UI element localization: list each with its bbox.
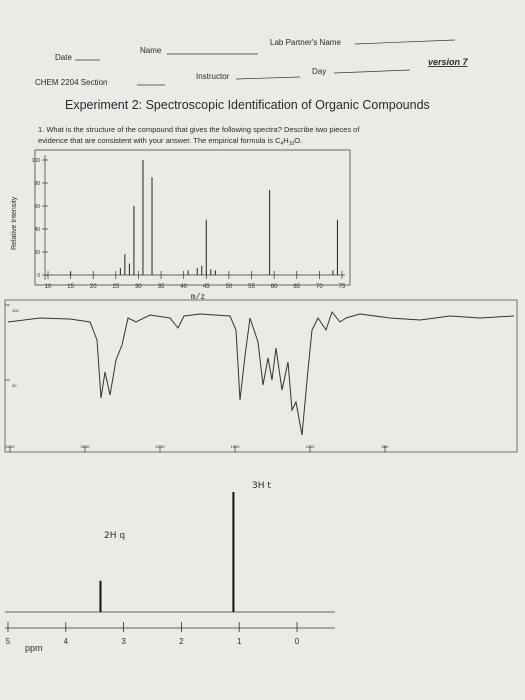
underline xyxy=(333,69,411,74)
section-label: CHEM 2204 Section xyxy=(35,78,107,87)
x-tick-label: 55 xyxy=(248,284,255,290)
date-label: Date xyxy=(55,53,72,62)
x-tick-label: 3000 xyxy=(81,444,91,449)
ms-y-label: Relative Intensity xyxy=(11,196,18,250)
x-tick-label: 75 xyxy=(339,284,346,290)
formula-subscript: 4 xyxy=(280,141,283,147)
day-label: Day xyxy=(312,67,326,76)
nmr-marks: 5 4 3 2 1 0 2H q 3H t xyxy=(6,481,300,646)
question-text: evidence that are consistent with your a… xyxy=(38,136,275,145)
x-tick-label: 1 xyxy=(237,637,242,646)
ms-x-label: m/z xyxy=(191,293,206,302)
y-tick-label: 20 xyxy=(34,250,40,256)
formula: C xyxy=(275,136,281,145)
formula: O. xyxy=(294,136,302,145)
x-tick-label: 10 xyxy=(45,284,52,290)
y-tick-label: 80 xyxy=(34,181,40,187)
x-tick-label: 2 xyxy=(179,637,184,646)
x-tick-label: 45 xyxy=(203,284,210,290)
y-tick-label: 100 xyxy=(32,158,41,164)
ir-curve xyxy=(7,310,515,436)
x-tick-label: 20 xyxy=(90,284,97,290)
underline xyxy=(354,39,456,45)
x-tick-label: 3 xyxy=(121,637,126,646)
instructor-label: Instructor xyxy=(196,72,230,81)
y-tick-label: 0 xyxy=(37,273,40,279)
y-tick-label: 50 xyxy=(12,383,17,388)
ir-frame xyxy=(4,299,518,453)
version-label: version 7 xyxy=(428,57,469,67)
partner-label: Lab Partner's Name xyxy=(270,38,341,47)
y-tick-label: 100 xyxy=(12,308,19,313)
x-tick-label: 2000 xyxy=(156,444,166,449)
x-tick-label: 1000 xyxy=(306,444,316,449)
title: Experiment 2: Spectroscopic Identificati… xyxy=(65,98,430,112)
x-tick-label: 0 xyxy=(295,637,300,646)
x-tick-label: 40 xyxy=(180,284,187,290)
question-line: 1. What is the structure of the compound… xyxy=(38,125,360,134)
ms-marks: 0 20 40 60 80 100 10 15 20 25 30 35 40 45 50 55 60 65 70 75 xyxy=(32,158,346,290)
underline xyxy=(235,76,301,80)
x-tick-label: 65 xyxy=(293,284,300,290)
x-tick-label: 15 xyxy=(67,284,74,290)
x-tick-label: 50 xyxy=(226,284,233,290)
ir-ticks: 4000 3000 2000 1500 1000 500 100 50 xyxy=(5,304,389,452)
name-label: Name xyxy=(140,46,162,55)
nmr-x-label: ppm xyxy=(25,643,43,653)
x-tick-label: 500 xyxy=(382,444,389,449)
x-tick-label: 30 xyxy=(135,284,142,290)
x-tick-label: 5 xyxy=(6,637,11,646)
y-tick-label: 60 xyxy=(34,204,40,210)
y-tick-label: 40 xyxy=(34,227,40,233)
x-tick-label: 35 xyxy=(158,284,165,290)
x-tick-label: 60 xyxy=(271,284,278,290)
nmr-annotation: 3H t xyxy=(252,481,271,491)
x-tick-label: 25 xyxy=(112,284,119,290)
x-tick-label: 4000 xyxy=(6,444,16,449)
formula-subscript: 10 xyxy=(289,141,295,147)
ms-frame xyxy=(34,149,351,286)
x-tick-label: 70 xyxy=(316,284,323,290)
x-tick-label: 4 xyxy=(64,637,69,646)
question-line: evidence that are consistent with your a… xyxy=(38,136,302,147)
nmr-annotation: 2H q xyxy=(104,531,125,541)
formula: H xyxy=(283,136,288,145)
x-tick-label: 1500 xyxy=(231,444,241,449)
